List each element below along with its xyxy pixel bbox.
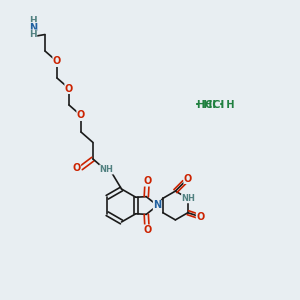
Text: NH: NH [100,165,113,174]
Text: O: O [65,83,73,94]
Text: H: H [29,16,37,25]
Text: N: N [29,22,37,33]
Text: O: O [53,56,61,67]
Text: O: O [77,110,85,121]
Text: O: O [72,163,81,173]
Text: H: H [29,30,37,39]
Text: O: O [196,212,205,222]
Text: NH: NH [182,194,195,203]
Text: O: O [143,176,152,186]
Text: HCl · H: HCl · H [197,100,235,110]
Text: O: O [143,225,152,235]
Text: O: O [184,173,192,184]
Text: N: N [153,200,161,211]
Text: · HCl: · HCl [195,100,225,110]
